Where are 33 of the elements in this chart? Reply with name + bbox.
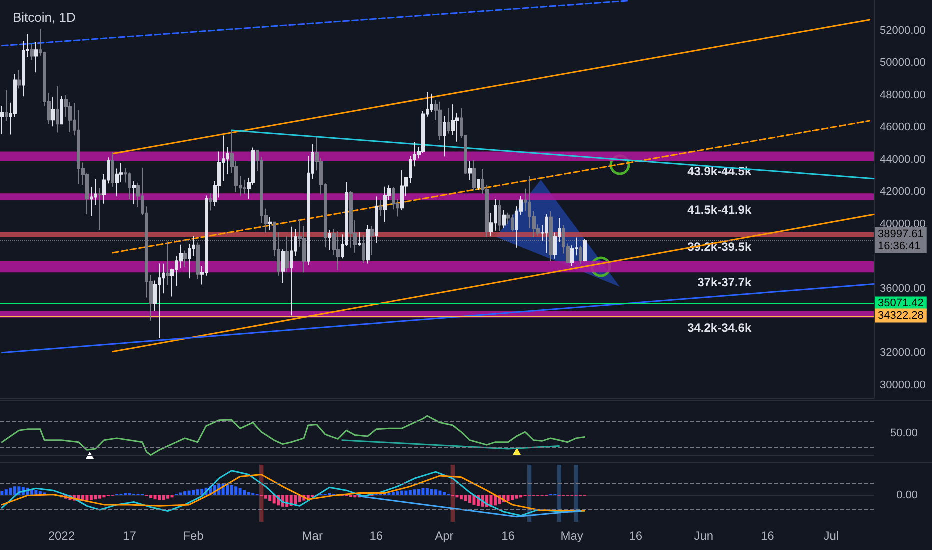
text: Bitcoin, 1D: [13, 10, 76, 25]
x-tick-label: Feb: [183, 529, 204, 543]
band-label: 43.9k-44.5k: [688, 164, 752, 178]
band-label: 34.2k-34.6k: [688, 320, 752, 335]
text: 0.00: [896, 490, 918, 502]
text: 50.00: [890, 428, 918, 440]
y-tick-label: 52000.00: [880, 24, 926, 37]
y-tick-label: 48000.00: [880, 89, 926, 102]
x-tick-label: Jun: [694, 529, 714, 543]
x-tick-label: 16: [502, 529, 516, 543]
x-tick-label: 16: [629, 529, 643, 543]
x-tick-label: Apr: [435, 529, 454, 543]
band-label: 39.2k-39.5k: [688, 240, 752, 254]
ref-line-label: 34322.28: [878, 310, 924, 322]
band-label: 37k-37.7k: [698, 276, 752, 290]
y-tick-label: 44000.00: [880, 154, 926, 166]
y-tick-label: 42000.00: [880, 186, 926, 198]
x-tick-label: 2022: [48, 529, 76, 543]
x-tick-label: Mar: [302, 529, 323, 543]
x-tick-label: 16: [760, 529, 775, 543]
x-tick-label: May: [560, 529, 584, 543]
x-tick-label: 17: [123, 529, 137, 543]
y-tick-label: 40000.00: [880, 218, 926, 230]
y-tick-label: 46000.00: [880, 122, 926, 134]
ref-line-label: 35071.42: [878, 298, 924, 310]
ref-line-label: 38997.61 16:36:41: [878, 228, 924, 252]
y-tick-label: 30000.00: [880, 379, 926, 392]
y-tick-label: 36000.00: [880, 282, 926, 295]
y-tick-label: 50000.00: [880, 57, 926, 70]
y-tick-label: 32000.00: [880, 347, 926, 360]
x-tick-label: Jul: [824, 529, 840, 543]
x-tick-label: 16: [370, 529, 384, 543]
band-label: 41.5k-41.9k: [688, 203, 752, 218]
